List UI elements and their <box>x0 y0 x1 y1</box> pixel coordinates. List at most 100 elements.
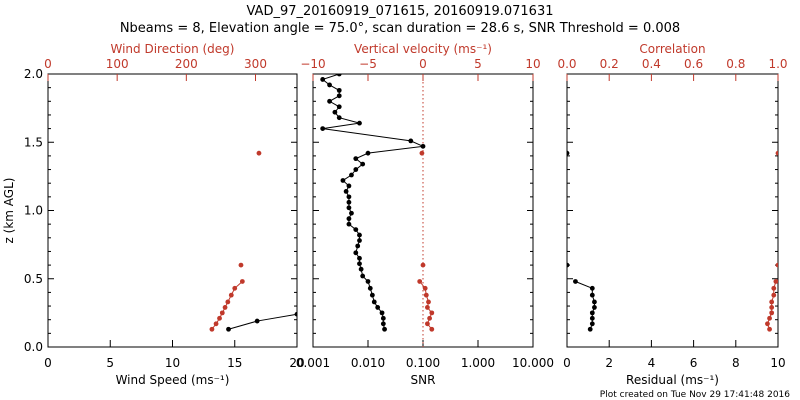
snr-data-point <box>346 216 352 222</box>
y-tick-label: 0.0 <box>24 340 43 354</box>
residual-data-point <box>765 321 770 327</box>
snr-data-point <box>429 310 435 316</box>
bottom-tick-label: 6 <box>690 356 698 370</box>
snr-data-point <box>346 199 352 205</box>
snr-data-point <box>379 310 385 316</box>
residual-series-1 <box>567 150 570 268</box>
residual-data-point <box>567 150 570 156</box>
snr-data-point <box>346 221 352 227</box>
residual-data-point <box>573 279 578 284</box>
wind-series-2 <box>238 150 262 268</box>
snr-data-point <box>349 210 354 216</box>
residual-data-point <box>587 326 593 332</box>
snr-panel: 0.001 0.010 0.100 1.000 10.000 SNR −10 −5 0 5 10 Ve… <box>296 42 554 387</box>
bottom-tick-label: 0.100 <box>406 356 440 370</box>
top-tick-label: 0 <box>419 57 427 71</box>
wind-data-point <box>225 299 231 305</box>
top-axis-label: Wind Direction (deg) <box>111 42 235 56</box>
snr-data-point <box>360 273 366 279</box>
residual-data-point <box>589 292 595 298</box>
wind-series-line <box>228 313 297 330</box>
wind-data-point <box>217 315 222 321</box>
snr-data-point <box>346 205 352 211</box>
snr-data-point <box>358 266 364 272</box>
snr-data-point <box>425 321 430 327</box>
wind-data-point <box>219 310 225 316</box>
snr-data-point <box>367 285 373 291</box>
wind-frame <box>47 73 298 348</box>
residual-data-point <box>775 262 778 268</box>
top-tick-label: −10 <box>300 57 325 71</box>
wind-data-point <box>254 318 260 324</box>
top-tick-label: −5 <box>359 57 377 71</box>
y-axis-label: z (km AGL) <box>2 178 16 244</box>
bottom-axis-label: Wind Speed (ms⁻¹) <box>116 373 230 387</box>
y-tick-label: 1.0 <box>24 204 43 218</box>
residual-data-point <box>767 315 772 321</box>
residual-frame <box>566 73 779 348</box>
residual-series-3 <box>775 150 778 268</box>
wind-data-point <box>228 292 234 298</box>
top-axis-label: Correlation <box>639 42 705 56</box>
figure-title: VAD_97_20160919_071615, 20160919.071631 <box>247 4 554 19</box>
snr-data-point <box>320 77 326 82</box>
top-tick-label: 200 <box>175 57 198 71</box>
bottom-tick-label: 15 <box>227 356 242 370</box>
wind-data-point <box>213 321 219 327</box>
bottom-tick-label: 10.000 <box>512 356 554 370</box>
snr-data-point <box>336 104 342 110</box>
snr-data-point <box>360 161 366 167</box>
snr-data-point <box>343 188 349 194</box>
snr-data-point <box>427 315 432 321</box>
wind-data-point <box>239 279 245 284</box>
top-tick-label: 0.2 <box>600 57 619 71</box>
snr-data-point <box>420 262 426 268</box>
top-axis-label: Vertical velocity (ms⁻¹) <box>354 42 492 56</box>
wind-data-point <box>209 326 215 332</box>
bottom-tick-label: 10 <box>770 356 785 370</box>
snr-data-point <box>332 109 338 115</box>
snr-data-point <box>357 261 362 267</box>
residual-data-point <box>769 305 775 310</box>
residual-data-point <box>592 299 597 305</box>
snr-data-point <box>355 243 361 249</box>
snr-data-point <box>357 255 362 261</box>
bottom-tick-label: 0.001 <box>296 356 330 370</box>
bottom-tick-label: 4 <box>648 356 656 370</box>
residual-data-point <box>589 285 595 291</box>
snr-data-point <box>369 292 375 298</box>
y-tick-label: 0.5 <box>24 272 43 286</box>
snr-series-line <box>321 74 425 330</box>
snr-data-point <box>357 232 362 238</box>
top-tick-label: 100 <box>106 57 129 71</box>
snr-data-point <box>423 292 429 298</box>
snr-data-point <box>327 98 332 104</box>
residual-series-0 <box>573 279 597 332</box>
snr-series-1 <box>417 279 435 332</box>
residual-data-point <box>773 279 778 284</box>
y-tick-label: 1.5 <box>24 135 43 149</box>
bottom-tick-label: 20 <box>289 356 304 370</box>
snr-data-point <box>357 238 362 243</box>
snr-data-point <box>425 305 430 310</box>
bottom-tick-label: 8 <box>732 356 740 370</box>
bottom-axis-label: Residual (ms⁻¹) <box>626 373 719 387</box>
bottom-axis-label: SNR <box>411 373 436 387</box>
wind-series-1 <box>209 279 245 332</box>
wind-data-point <box>226 326 231 332</box>
top-tick-label: 10 <box>525 57 540 71</box>
top-tick-label: 0.4 <box>642 57 661 71</box>
wind-panel: 0.0 0.5 1.0 1.5 2.0 z (km AGL) 0 5 10 15 20 Wind Sp… <box>2 42 305 387</box>
residual-data-point <box>589 315 595 321</box>
top-tick-label: 5 <box>474 57 482 71</box>
snr-data-point <box>426 299 431 305</box>
snr-series-2 <box>419 150 426 268</box>
bottom-tick-label: 1.000 <box>461 356 495 370</box>
snr-data-point <box>420 143 426 149</box>
snr-data-point <box>336 93 342 99</box>
top-tick-label: 300 <box>244 57 267 71</box>
wind-series-0 <box>226 311 297 332</box>
residual-data-point <box>775 150 778 156</box>
snr-data-point <box>408 138 414 144</box>
residual-data-point <box>767 326 772 332</box>
